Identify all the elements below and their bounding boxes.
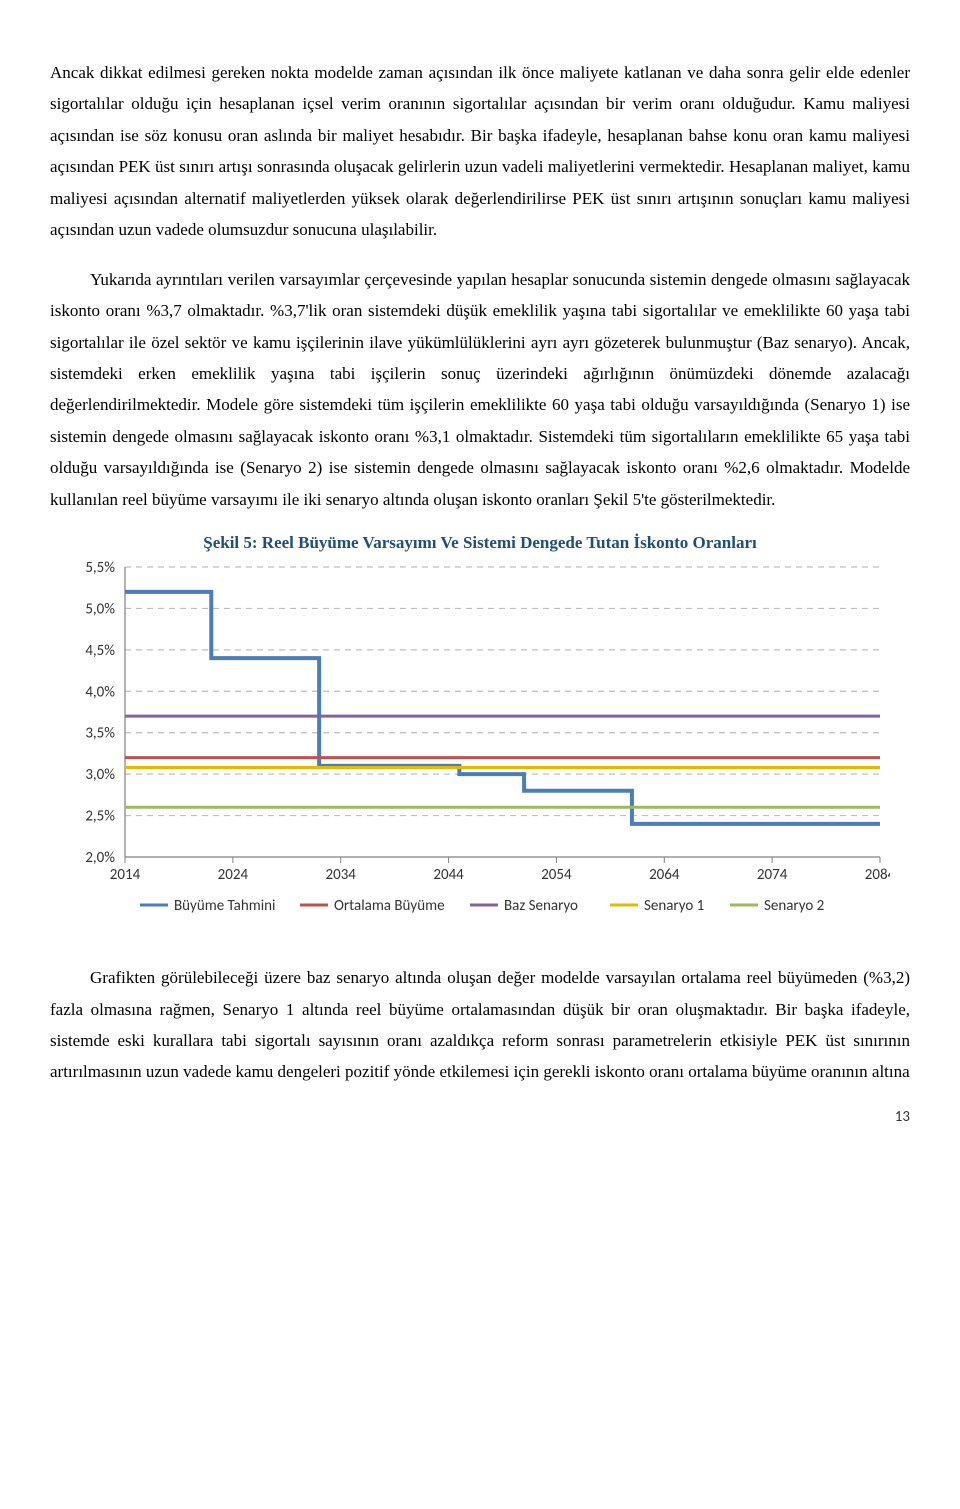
svg-text:Ortalama Büyüme: Ortalama Büyüme — [334, 897, 445, 915]
paragraph-2: Yukarıda ayrıntıları verilen varsayımlar… — [50, 264, 910, 516]
svg-text:5,0%: 5,0% — [85, 601, 115, 619]
svg-text:Senaryo 2: Senaryo 2 — [764, 897, 824, 915]
svg-text:Senaryo 1: Senaryo 1 — [644, 897, 704, 915]
line-chart: 2014 2024 2034 2044 2054 2064 2074 2084 2,0% 2,5%… — [70, 557, 890, 937]
svg-text:2,5%: 2,5% — [85, 808, 115, 826]
paragraph-3: Grafikten görülebileceği üzere baz senar… — [50, 962, 910, 1088]
svg-text:5,5%: 5,5% — [85, 559, 115, 577]
svg-text:2084: 2084 — [865, 866, 890, 884]
svg-text:Baz Senaryo: Baz Senaryo — [504, 897, 578, 915]
svg-text:2024: 2024 — [218, 866, 249, 884]
svg-text:2014: 2014 — [110, 866, 141, 884]
svg-text:2044: 2044 — [433, 866, 464, 884]
page-number: 13 — [50, 1108, 910, 1126]
chart-container: 2014 2024 2034 2044 2054 2064 2074 2084 2,0% 2,5%… — [70, 557, 890, 942]
svg-text:4,0%: 4,0% — [85, 683, 115, 701]
svg-text:2,0%: 2,0% — [85, 849, 115, 867]
svg-text:4,5%: 4,5% — [85, 642, 115, 660]
svg-text:2054: 2054 — [541, 866, 572, 884]
svg-text:3,0%: 3,0% — [85, 766, 115, 784]
svg-text:Büyüme Tahmini: Büyüme Tahmini — [174, 897, 276, 915]
svg-text:2064: 2064 — [649, 866, 680, 884]
svg-text:3,5%: 3,5% — [85, 725, 115, 743]
paragraph-1: Ancak dikkat edilmesi gereken nokta mode… — [50, 57, 910, 246]
chart-title: Şekil 5: Reel Büyüme Varsayımı Ve Sistem… — [50, 533, 910, 553]
svg-text:2074: 2074 — [757, 866, 788, 884]
svg-text:2034: 2034 — [326, 866, 357, 884]
